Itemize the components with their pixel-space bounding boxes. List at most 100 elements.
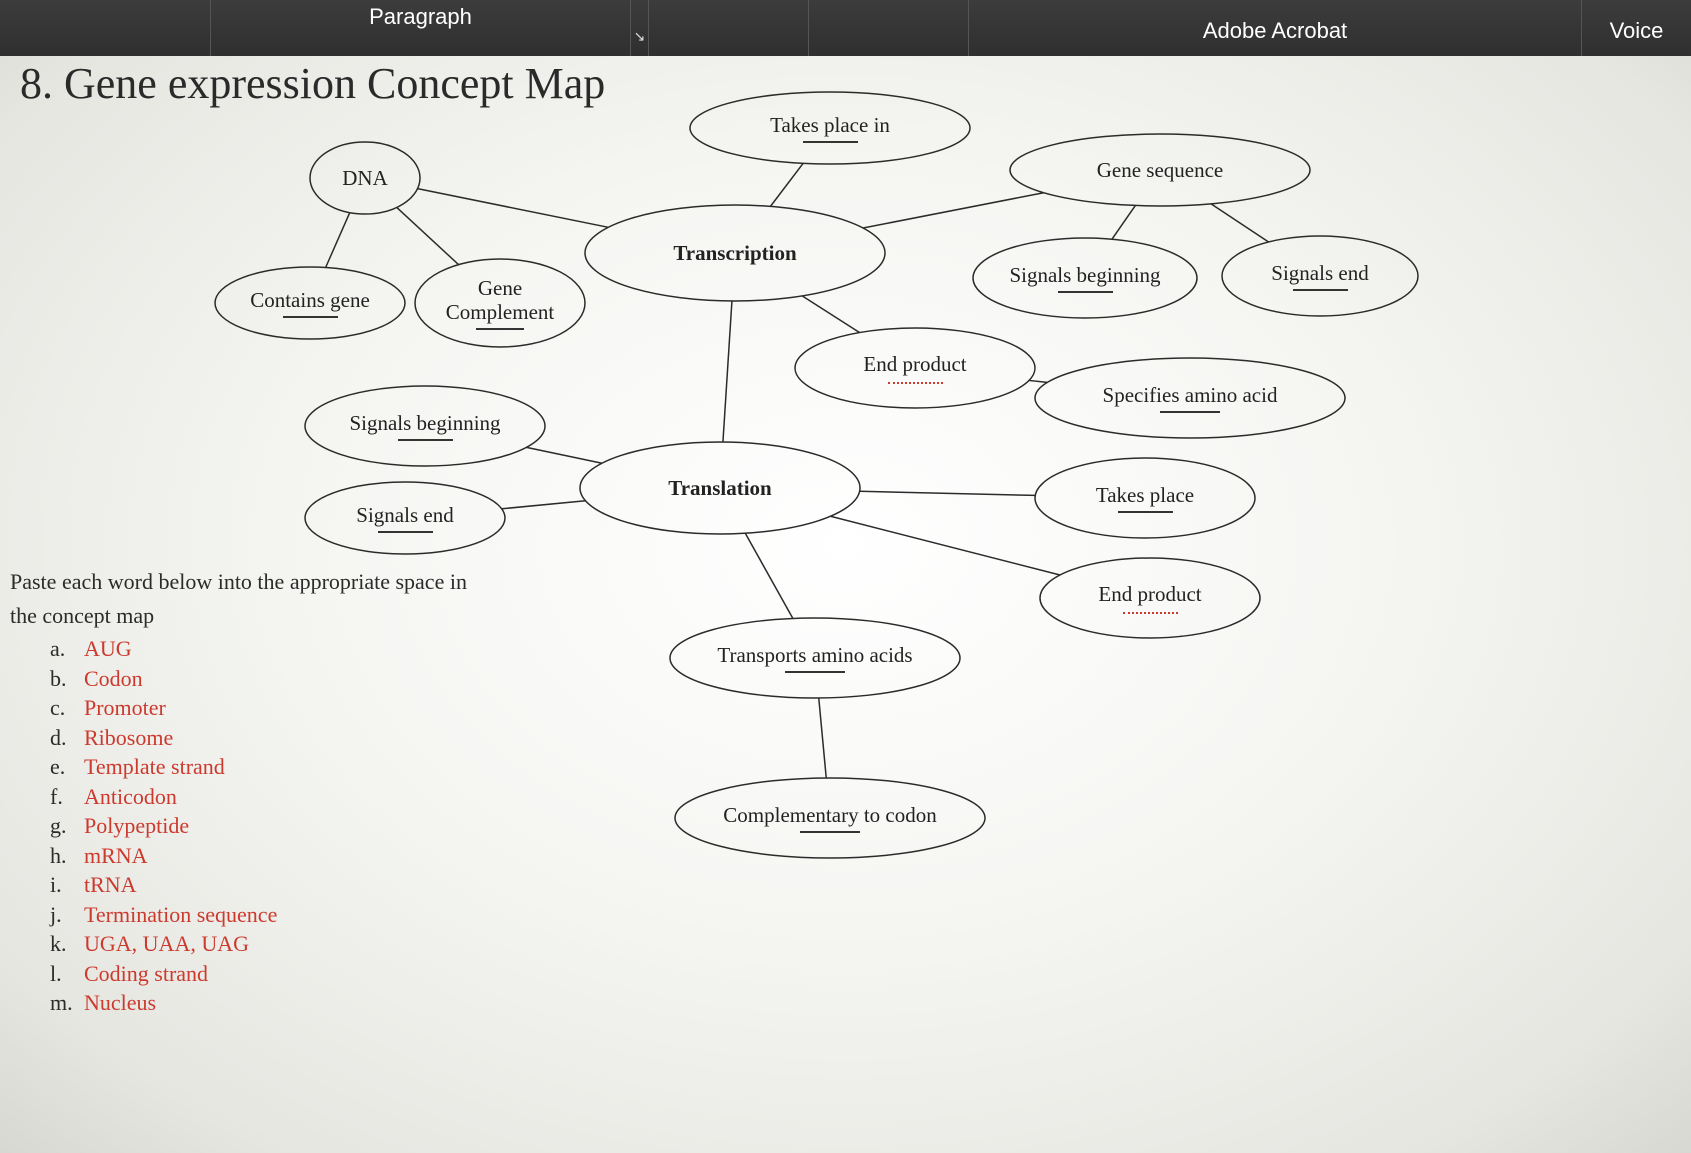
node-end_prod_tl: End product — [1040, 558, 1260, 638]
node-label: Complementary to codon — [723, 803, 936, 827]
ribbon-group-label: Voice — [1610, 18, 1664, 44]
node-label: Signals beginning — [349, 411, 500, 435]
edge-transcription-translation — [723, 301, 732, 442]
node-gene_comp: Gene Complement — [415, 259, 585, 347]
edge-transports-comp_codon — [819, 698, 827, 778]
word-bank-item-text[interactable]: Template strand — [84, 753, 225, 781]
word-bank-item: j. Termination sequence — [50, 901, 570, 929]
node-end_prod_tr: End product — [795, 328, 1035, 408]
word-bank: Paste each word below into the appropria… — [10, 568, 570, 1019]
node-label: End product — [1098, 582, 1201, 606]
node-blank-line[interactable] — [378, 531, 433, 533]
word-bank-item-text[interactable]: UGA, UAA, UAG — [84, 930, 249, 958]
node-translation: Translation — [580, 442, 860, 534]
node-label: Takes place — [1096, 483, 1194, 507]
word-bank-item-bullet: d. — [50, 724, 74, 752]
word-bank-item-text[interactable]: Termination sequence — [84, 901, 277, 929]
word-bank-item: h. mRNA — [50, 842, 570, 870]
dialog-launcher-icon: ↘ — [634, 28, 646, 45]
node-blank-line[interactable] — [1118, 511, 1173, 513]
ribbon-group-paragraph[interactable]: Paragraph — [210, 0, 630, 56]
document-page: 8. Gene expression Concept Map DNA Contai… — [0, 48, 1691, 1153]
node-blank-line[interactable] — [476, 328, 524, 330]
word-bank-item: i. tRNA — [50, 871, 570, 899]
node-label: Gene sequence — [1097, 158, 1224, 182]
word-bank-item-text[interactable]: Polypeptide — [84, 812, 189, 840]
word-bank-item-text[interactable]: AUG — [84, 635, 132, 663]
word-bank-item-text[interactable]: mRNA — [84, 842, 148, 870]
edge-transcription-takes_place_tr — [770, 163, 803, 206]
node-blank-line[interactable] — [1123, 610, 1178, 614]
word-bank-item-text[interactable]: Codon — [84, 665, 143, 693]
word-bank-header-1: Paste each word below into the appropria… — [10, 568, 570, 596]
word-bank-item-bullet: k. — [50, 930, 74, 958]
node-dna: DNA — [310, 142, 420, 214]
word-bank-item-bullet: f. — [50, 783, 74, 811]
node-contains_gene: Contains gene — [215, 267, 405, 339]
ms-word-ribbon: Paragraph ↘ Adobe Acrobat Voice — [0, 0, 1691, 56]
node-blank-line[interactable] — [1293, 289, 1348, 291]
word-bank-item: l. Coding strand — [50, 960, 570, 988]
word-bank-item-bullet: j. — [50, 901, 74, 929]
word-bank-item: k. UGA, UAA, UAG — [50, 930, 570, 958]
word-bank-item-bullet: b. — [50, 665, 74, 693]
node-label: Translation — [668, 476, 771, 500]
ribbon-group-voice[interactable]: Voice — [1581, 0, 1691, 56]
node-label: Takes place in — [770, 113, 890, 137]
word-bank-item-bullet: c. — [50, 694, 74, 722]
word-bank-item-text[interactable]: Anticodon — [84, 783, 177, 811]
node-label: Gene Complement — [446, 276, 555, 324]
node-blank-line[interactable] — [888, 380, 943, 384]
word-bank-item-text[interactable]: Coding strand — [84, 960, 208, 988]
edge-translation-transports — [745, 533, 793, 618]
word-bank-item-bullet: l. — [50, 960, 74, 988]
edge-dna-transcription — [418, 189, 609, 228]
word-bank-item-bullet: g. — [50, 812, 74, 840]
node-comp_codon: Complementary to codon — [675, 778, 985, 858]
word-bank-item-text[interactable]: Promoter — [84, 694, 166, 722]
page-title: 8. Gene expression Concept Map — [20, 58, 605, 109]
edge-dna-gene_comp — [397, 207, 459, 264]
node-sig_end_tr: Signals end — [1222, 236, 1418, 316]
edge-gene_seq-sig_begin_tr — [1112, 206, 1135, 240]
word-bank-item-text[interactable]: tRNA — [84, 871, 137, 899]
word-bank-item-text[interactable]: Nucleus — [84, 989, 156, 1017]
node-label: DNA — [342, 166, 388, 190]
word-bank-item-bullet: e. — [50, 753, 74, 781]
node-spec_amino: Specifies amino acid — [1035, 358, 1345, 438]
edge-translation-takes_place_tl — [860, 491, 1036, 495]
node-blank-line[interactable] — [800, 831, 860, 833]
ribbon-group-launcher[interactable]: ↘ — [630, 0, 648, 56]
node-transports: Transports amino acids — [670, 618, 960, 698]
node-blank-line[interactable] — [1058, 291, 1113, 293]
node-blank-line[interactable] — [283, 316, 338, 318]
word-bank-item: g. Polypeptide — [50, 812, 570, 840]
word-bank-item: c. Promoter — [50, 694, 570, 722]
node-blank-line[interactable] — [1160, 411, 1220, 413]
node-sig_begin_tl: Signals beginning — [305, 386, 545, 466]
node-blank-line[interactable] — [398, 439, 453, 441]
node-label: End product — [863, 352, 966, 376]
word-bank-item: a. AUG — [50, 635, 570, 663]
node-label: Specifies amino acid — [1103, 383, 1278, 407]
edge-translation-end_prod_tl — [830, 516, 1060, 575]
node-label: Signals beginning — [1009, 263, 1160, 287]
ribbon-group-acrobat[interactable]: Adobe Acrobat — [968, 0, 1581, 56]
node-sig_end_tl: Signals end — [305, 482, 505, 554]
ribbon-group-label: Paragraph — [369, 4, 472, 30]
node-takes_place_tr: Takes place in — [690, 92, 970, 164]
node-sig_begin_tr: Signals beginning — [973, 238, 1197, 318]
word-bank-item-text[interactable]: Ribosome — [84, 724, 173, 752]
word-bank-item: e. Template strand — [50, 753, 570, 781]
node-gene_seq: Gene sequence — [1010, 134, 1310, 206]
word-bank-item-bullet: a. — [50, 635, 74, 663]
word-bank-list: a. AUG b. Codon c. Promoter d. Ribosome e. Templa… — [50, 635, 570, 1017]
node-blank-line[interactable] — [803, 141, 858, 143]
node-label: Signals end — [356, 503, 453, 527]
word-bank-item-bullet: h. — [50, 842, 74, 870]
word-bank-item: f. Anticodon — [50, 783, 570, 811]
node-blank-line[interactable] — [785, 671, 845, 673]
word-bank-header-2: the concept map — [10, 602, 570, 630]
word-bank-item-bullet: i. — [50, 871, 74, 899]
edge-dna-contains_gene — [326, 213, 350, 268]
